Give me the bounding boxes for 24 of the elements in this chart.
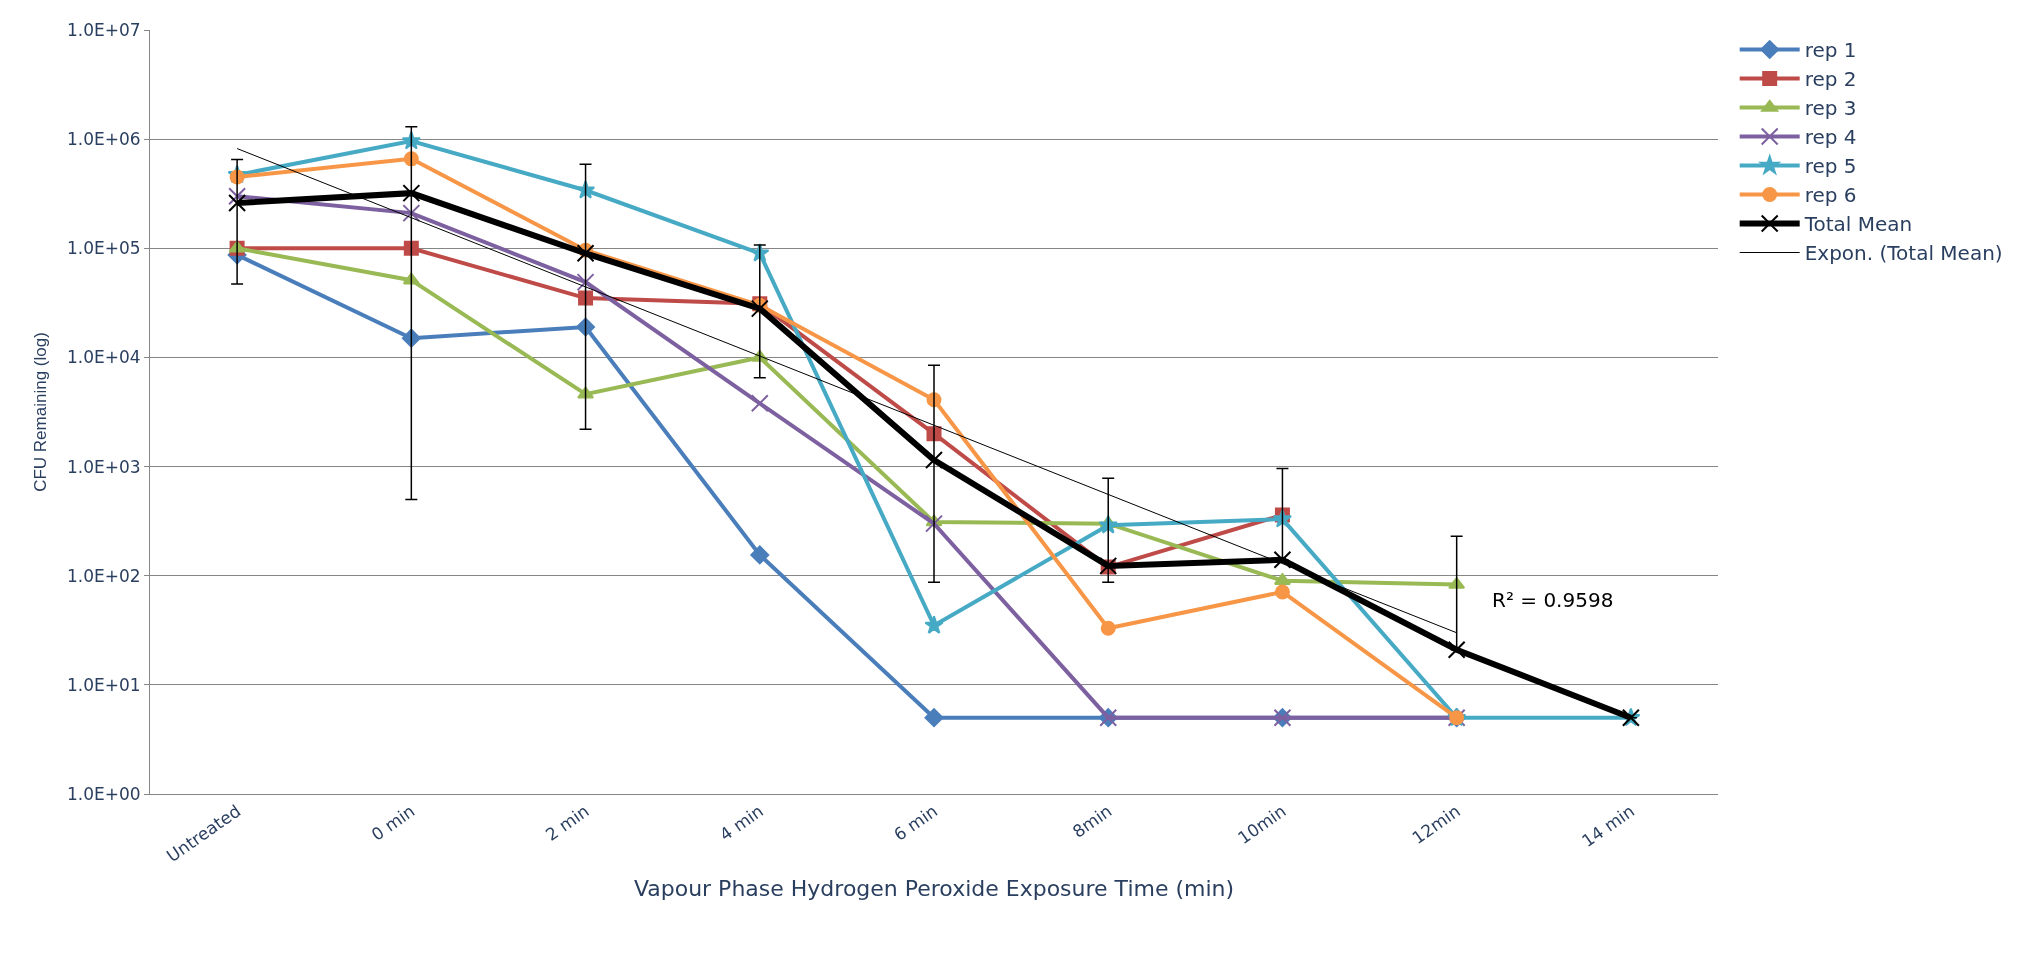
x-tick-label: 6 min (890, 800, 942, 845)
y-tick-label: 1.0E+02 (66, 565, 141, 586)
x-tick-label: 14 min (1578, 800, 1639, 852)
y-tick-label: 1.0E+06 (66, 129, 141, 150)
y-tick-label: 1.0E+07 (66, 19, 141, 40)
annotation: R² = 0.9598 (1492, 588, 1614, 612)
legend-label: rep 6 (1804, 183, 1857, 208)
y-tick-label: 1.0E+00 (66, 783, 141, 804)
y-tick-label: 1.0E+04 (66, 347, 141, 368)
x-tick-label: 0 min (367, 800, 419, 845)
legend-label: rep 5 (1804, 154, 1857, 179)
x-tick-label: 2 min (541, 800, 593, 845)
legend-label: rep 4 (1804, 125, 1857, 150)
x-tick-label: 4 min (715, 800, 767, 845)
legend-label: rep 1 (1804, 38, 1857, 63)
x-axis-title: Vapour Phase Hydrogen Peroxide Exposure Time (min) (633, 875, 1235, 901)
legend-label: rep 3 (1804, 96, 1857, 121)
legend-label: Total Mean (1803, 212, 1913, 237)
y-tick-label: 1.0E+03 (66, 456, 141, 477)
legend-label: rep 2 (1804, 67, 1857, 92)
legend-label: Expon. (Total Mean) (1804, 241, 2003, 266)
y-axis-title: CFU Remaining (log) (31, 332, 51, 492)
y-tick-label: 1.0E+05 (66, 238, 141, 259)
y-tick-label: 1.0E+01 (66, 674, 141, 695)
